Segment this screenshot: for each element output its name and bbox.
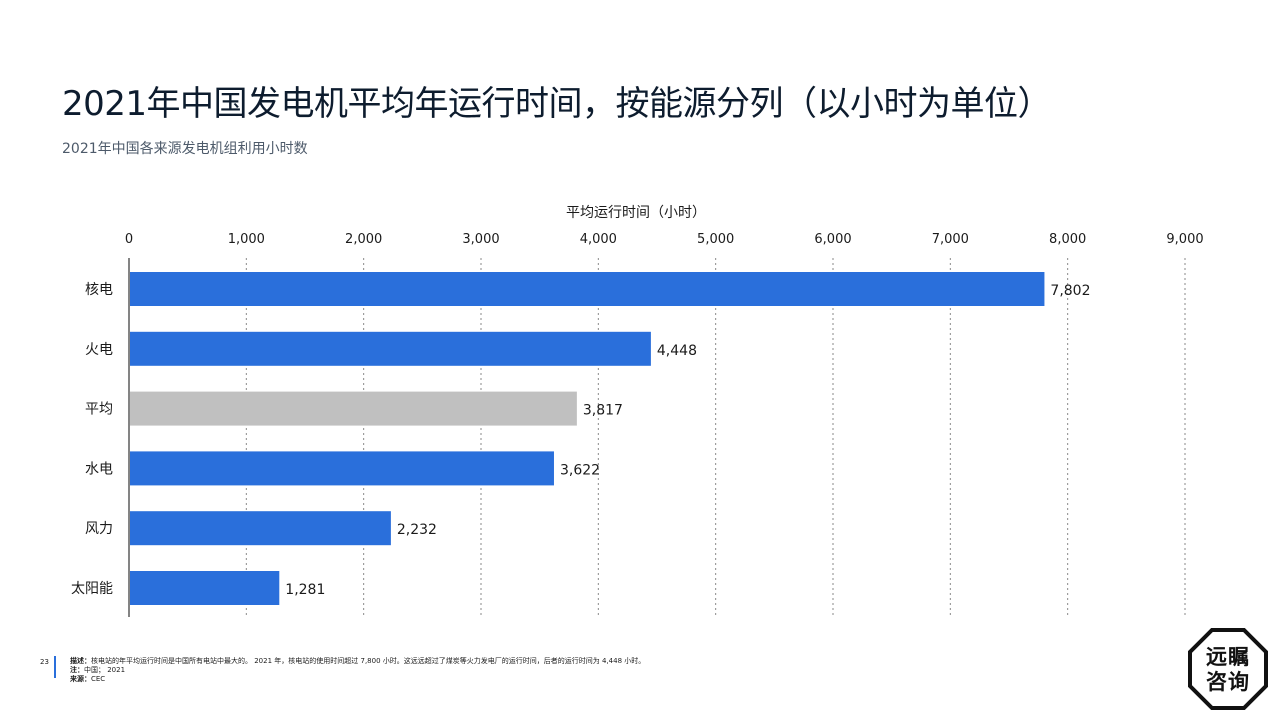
page-number: 23: [40, 658, 49, 666]
x-tick-label: 9,000: [1166, 232, 1203, 247]
value-label: 1,281: [285, 582, 325, 598]
logo-octagon: [1188, 628, 1268, 710]
bar-1: [130, 331, 651, 366]
x-tick-label: 5,000: [697, 232, 734, 247]
x-tick-label: 3,000: [462, 232, 499, 247]
page-subtitle: 2021年中国各来源发电机组利用小时数: [62, 141, 308, 157]
bar-5: [130, 571, 280, 605]
footer-description: 描述：核电站的年平均运行时间是中国所有电站中最大的。 2021 年，核电站的使用…: [70, 657, 646, 665]
value-label: 4,448: [657, 343, 697, 359]
page-title: 2021年中国发电机平均年运行时间，按能源分列（以小时为单位）: [62, 84, 1052, 124]
bar-4: [130, 511, 391, 546]
x-tick-label: 4,000: [580, 232, 617, 247]
logo-text: 远瞩 咨询: [1206, 645, 1250, 694]
category-label: 风力: [85, 521, 113, 537]
value-label: 3,817: [583, 403, 623, 419]
bar-chart: 平均运行时间（小时） 0 1,000 2,000 3,000 4,000 5,000 6,00…: [71, 205, 1204, 617]
x-tick-label: 6,000: [814, 232, 851, 247]
category-label: 平均: [85, 402, 113, 418]
bar-3: [130, 451, 554, 486]
footer-notes: 描述：核电站的年平均运行时间是中国所有电站中最大的。 2021 年，核电站的使用…: [70, 657, 645, 684]
value-label: 2,232: [397, 522, 437, 538]
footer-accent-bar: [54, 656, 56, 678]
x-axis-title: 平均运行时间（小时）: [566, 205, 706, 221]
x-tick-label: 8,000: [1049, 232, 1086, 247]
category-label: 水电: [85, 461, 113, 477]
value-label: 7,802: [1050, 283, 1090, 299]
x-tick-label: 2,000: [345, 232, 382, 247]
bar-2: [130, 391, 577, 426]
footer-source: 来源：CEC: [70, 675, 106, 683]
x-tick-label: 1,000: [228, 232, 265, 247]
bar-0: [130, 272, 1045, 306]
x-tick-label: 0: [125, 232, 133, 247]
footer-note: 注：中国； 2021: [70, 666, 126, 674]
x-tick-label: 7,000: [932, 232, 969, 247]
category-label: 核电: [85, 282, 113, 298]
value-label: 3,622: [560, 462, 600, 478]
category-label: 火电: [85, 342, 113, 358]
category-label: 太阳能: [71, 581, 113, 597]
